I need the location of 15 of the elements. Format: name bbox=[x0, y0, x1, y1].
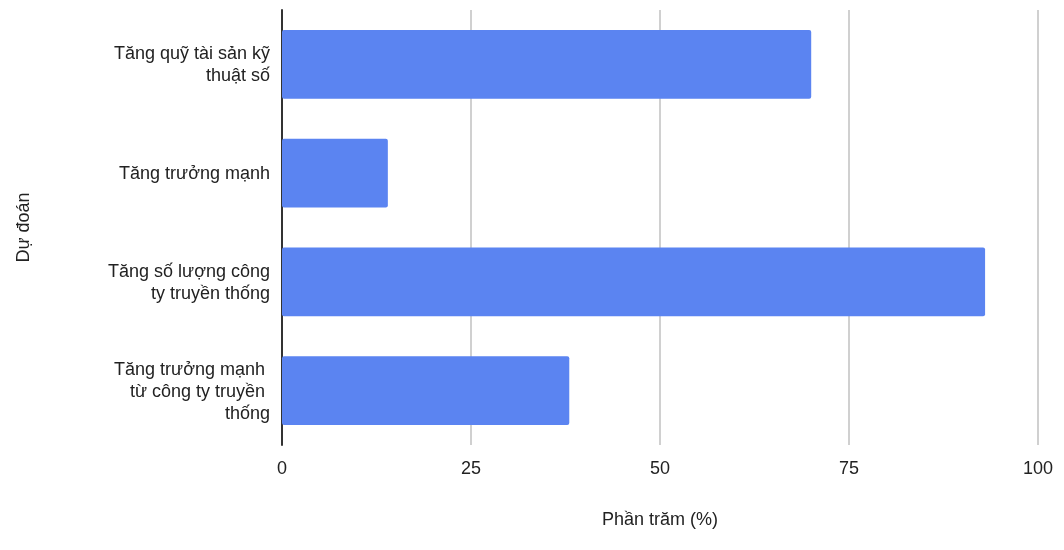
x-tick-label: 25 bbox=[460, 458, 482, 478]
x-tick-label: 0 bbox=[276, 458, 288, 478]
y-tick-label: Tăng số lượng công ty truyền thống bbox=[108, 260, 270, 303]
y-tick-label: Tăng trưởng mạnh bbox=[119, 163, 270, 184]
x-tick-label: 50 bbox=[649, 458, 671, 478]
bar bbox=[282, 356, 570, 425]
y-axis-title: Dự đoán bbox=[13, 192, 33, 263]
bar bbox=[282, 247, 986, 317]
y-tick-label: Tăng trưởng mạnh từ công ty truyền thống bbox=[114, 358, 270, 423]
bar bbox=[282, 30, 812, 99]
x-tick-label: 75 bbox=[838, 458, 860, 478]
y-tick-label: Tăng quỹ tài sản kỹ thuật số bbox=[113, 43, 270, 86]
x-axis-title: Phần trăm (%) bbox=[601, 509, 719, 529]
bar bbox=[282, 138, 388, 208]
x-tick-label: 100 bbox=[1022, 458, 1054, 478]
